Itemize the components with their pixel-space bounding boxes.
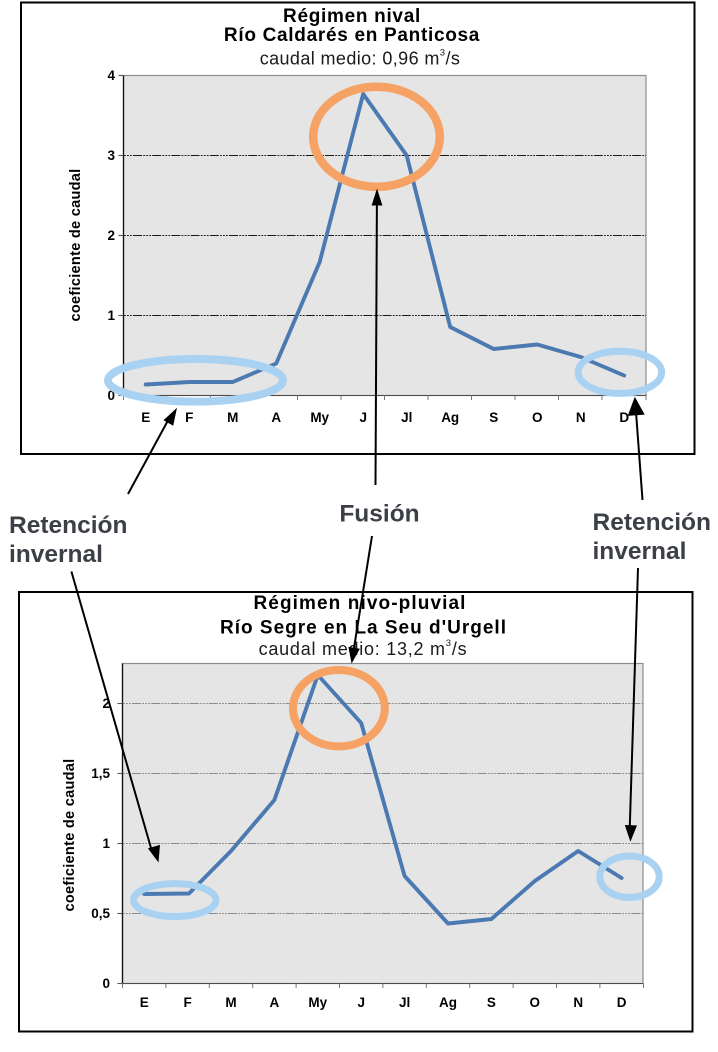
- svg-text:M: M: [225, 995, 236, 1010]
- svg-text:O: O: [532, 410, 543, 425]
- svg-text:Río Segre en La Seu d'Urgell: Río Segre en La Seu d'Urgell: [220, 618, 507, 639]
- svg-text:J: J: [359, 410, 367, 425]
- svg-text:N: N: [576, 410, 586, 425]
- svg-text:0: 0: [102, 976, 110, 991]
- svg-text:S: S: [487, 995, 496, 1010]
- svg-text:coeficiente de caudal: coeficiente de caudal: [68, 169, 84, 322]
- svg-text:F: F: [185, 410, 193, 425]
- svg-text:1: 1: [102, 836, 110, 851]
- svg-text:0,5: 0,5: [91, 906, 110, 921]
- svg-text:E: E: [141, 410, 150, 425]
- svg-text:S: S: [489, 410, 498, 425]
- svg-text:Retención: Retención: [9, 512, 127, 539]
- svg-text:3: 3: [107, 148, 115, 163]
- svg-text:O: O: [530, 995, 541, 1010]
- svg-text:D: D: [619, 410, 629, 425]
- svg-text:J: J: [357, 995, 365, 1010]
- svg-text:caudal medio: 13,2 m3/s: caudal medio: 13,2 m3/s: [259, 638, 468, 659]
- svg-text:Río Caldarés en Panticosa: Río Caldarés en Panticosa: [224, 25, 480, 46]
- svg-text:D: D: [617, 995, 627, 1010]
- svg-text:Régimen nival: Régimen nival: [283, 6, 421, 27]
- svg-text:My: My: [310, 410, 329, 425]
- svg-text:Régimen nivo-pluvial: Régimen nivo-pluvial: [253, 593, 466, 614]
- svg-text:E: E: [140, 995, 149, 1010]
- svg-text:invernal: invernal: [9, 541, 103, 568]
- svg-text:Fusión: Fusión: [339, 501, 419, 528]
- svg-text:My: My: [308, 995, 327, 1010]
- svg-text:Jl: Jl: [401, 410, 412, 425]
- svg-text:Retención: Retención: [593, 509, 711, 536]
- svg-text:M: M: [227, 410, 238, 425]
- svg-text:invernal: invernal: [593, 538, 687, 565]
- svg-text:A: A: [271, 410, 281, 425]
- svg-text:Ag: Ag: [439, 995, 457, 1010]
- svg-text:4: 4: [107, 68, 115, 83]
- svg-text:Ag: Ag: [441, 410, 459, 425]
- svg-text:coeficiente de caudal: coeficiente de caudal: [62, 759, 78, 912]
- svg-text:A: A: [270, 995, 280, 1010]
- svg-text:1: 1: [107, 308, 115, 323]
- svg-text:0: 0: [107, 388, 115, 403]
- svg-text:1,5: 1,5: [91, 766, 110, 781]
- svg-text:2: 2: [102, 696, 110, 711]
- svg-text:2: 2: [107, 228, 115, 243]
- svg-text:caudal medio: 0,96 m3/s: caudal medio: 0,96 m3/s: [260, 48, 461, 69]
- svg-text:F: F: [183, 995, 191, 1010]
- svg-text:Jl: Jl: [399, 995, 410, 1010]
- svg-text:N: N: [573, 995, 583, 1010]
